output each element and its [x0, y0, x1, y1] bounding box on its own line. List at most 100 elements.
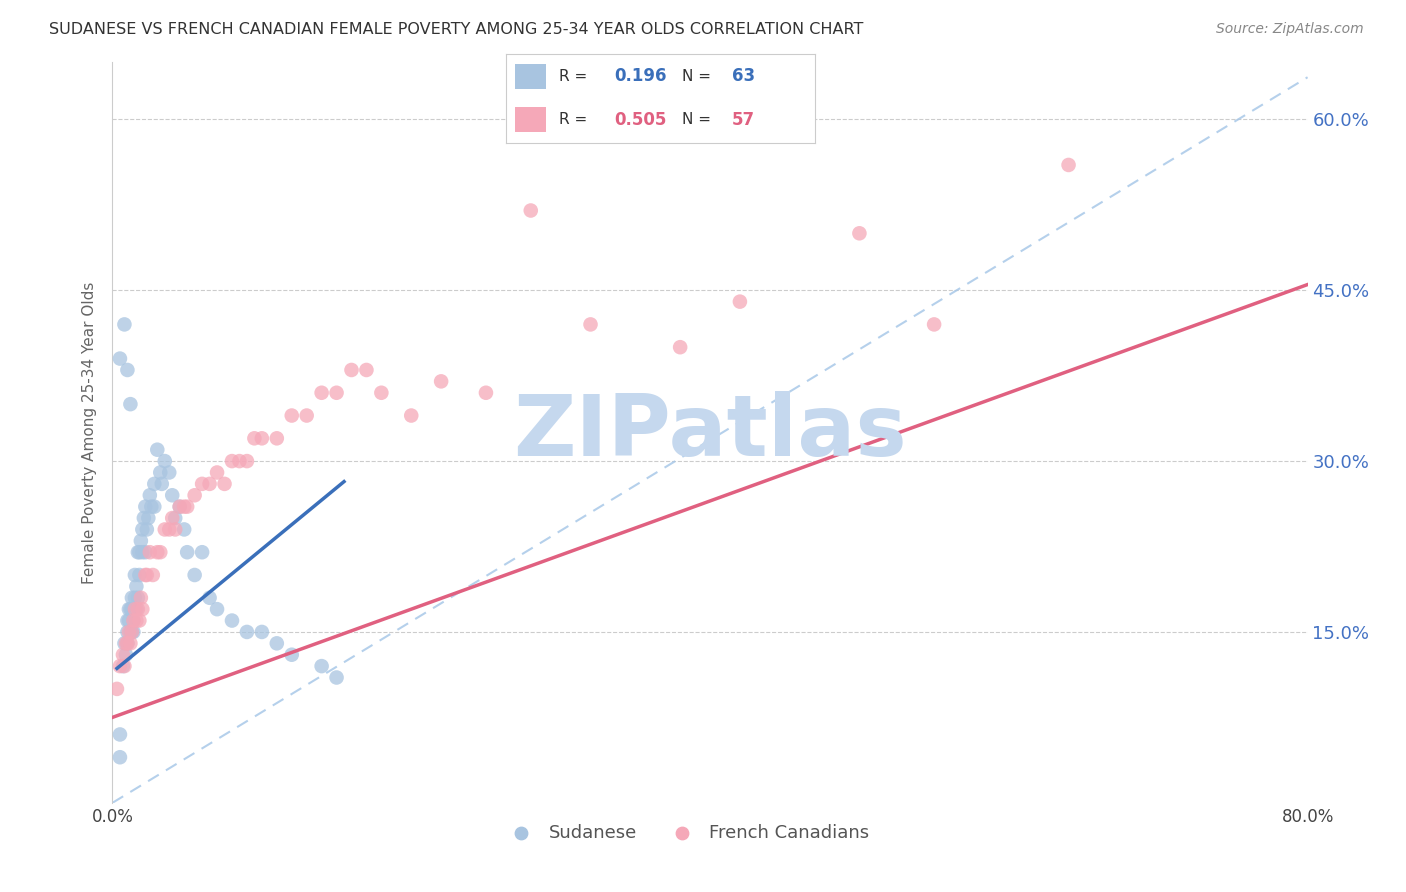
Point: [214, 476, 236, 491]
Point: [669, 340, 692, 354]
Point: [117, 636, 139, 650]
Point: [108, 750, 131, 764]
Point: [124, 591, 146, 605]
Text: N =: N =: [682, 69, 711, 84]
Point: [111, 648, 134, 662]
Point: [236, 454, 259, 468]
Point: [169, 500, 191, 514]
Point: [370, 385, 392, 400]
Point: [120, 636, 142, 650]
Point: [131, 602, 153, 616]
Point: [922, 318, 945, 332]
Point: [143, 500, 166, 514]
Bar: [516, 64, 547, 89]
Point: [114, 659, 135, 673]
Point: [118, 602, 141, 616]
Point: [121, 624, 143, 639]
Point: [108, 659, 131, 673]
Point: [108, 727, 131, 741]
Point: [311, 659, 333, 673]
Point: [124, 602, 146, 616]
Point: [340, 363, 363, 377]
Point: [250, 431, 273, 445]
Point: [250, 624, 273, 639]
Point: [141, 500, 163, 514]
Point: [139, 488, 162, 502]
Point: [134, 545, 156, 559]
Point: [127, 591, 149, 605]
Point: [132, 511, 155, 525]
Point: [162, 488, 183, 502]
Point: [118, 624, 141, 639]
Point: [153, 454, 176, 468]
Point: [124, 568, 146, 582]
Point: [475, 385, 498, 400]
Point: [125, 579, 148, 593]
Text: 0.505: 0.505: [614, 111, 666, 129]
Text: 63: 63: [733, 67, 755, 86]
Point: [198, 591, 221, 605]
Text: R =: R =: [558, 112, 586, 128]
Point: [848, 227, 870, 241]
Point: [134, 568, 156, 582]
Point: [236, 624, 259, 639]
Point: [221, 454, 243, 468]
Point: [122, 624, 145, 639]
Point: [169, 500, 191, 514]
Point: [205, 602, 228, 616]
Point: [162, 511, 183, 525]
Text: 57: 57: [733, 111, 755, 129]
Point: [143, 476, 166, 491]
Point: [243, 431, 266, 445]
Point: [198, 476, 221, 491]
Point: [325, 385, 347, 400]
Point: [122, 614, 145, 628]
Point: [228, 454, 250, 468]
Point: [117, 363, 139, 377]
Point: [430, 375, 453, 389]
Point: [191, 476, 214, 491]
Point: [183, 568, 205, 582]
Point: [281, 409, 304, 423]
Point: [134, 500, 156, 514]
Text: SUDANESE VS FRENCH CANADIAN FEMALE POVERTY AMONG 25-34 YEAR OLDS CORRELATION CHA: SUDANESE VS FRENCH CANADIAN FEMALE POVER…: [49, 22, 863, 37]
Point: [165, 523, 187, 537]
Point: [131, 523, 153, 537]
Point: [135, 523, 157, 537]
Bar: [516, 107, 547, 132]
Text: N =: N =: [682, 112, 711, 128]
Point: [139, 545, 162, 559]
Point: [121, 602, 143, 616]
Text: R =: R =: [558, 69, 586, 84]
Point: [128, 614, 150, 628]
Point: [125, 614, 148, 628]
Point: [114, 636, 135, 650]
Point: [146, 442, 169, 457]
Point: [121, 624, 143, 639]
Text: ZIPatlas: ZIPatlas: [513, 391, 907, 475]
Point: [120, 602, 142, 616]
Point: [115, 648, 138, 662]
Point: [124, 602, 146, 616]
Point: [401, 409, 423, 423]
Point: [117, 614, 139, 628]
Point: [157, 523, 180, 537]
Point: [191, 545, 214, 559]
Point: [579, 318, 602, 332]
Point: [131, 545, 153, 559]
Point: [120, 397, 142, 411]
Point: [157, 466, 180, 480]
Point: [122, 614, 145, 628]
Point: [1057, 158, 1080, 172]
Point: [176, 500, 198, 514]
Point: [129, 591, 152, 605]
Point: [121, 591, 143, 605]
Point: [165, 511, 187, 525]
Legend: Sudanese, French Canadians: Sudanese, French Canadians: [496, 817, 876, 849]
Text: Source: ZipAtlas.com: Source: ZipAtlas.com: [1216, 22, 1364, 37]
Point: [114, 318, 135, 332]
Point: [728, 294, 751, 309]
Point: [125, 602, 148, 616]
Point: [266, 431, 288, 445]
Point: [135, 568, 157, 582]
